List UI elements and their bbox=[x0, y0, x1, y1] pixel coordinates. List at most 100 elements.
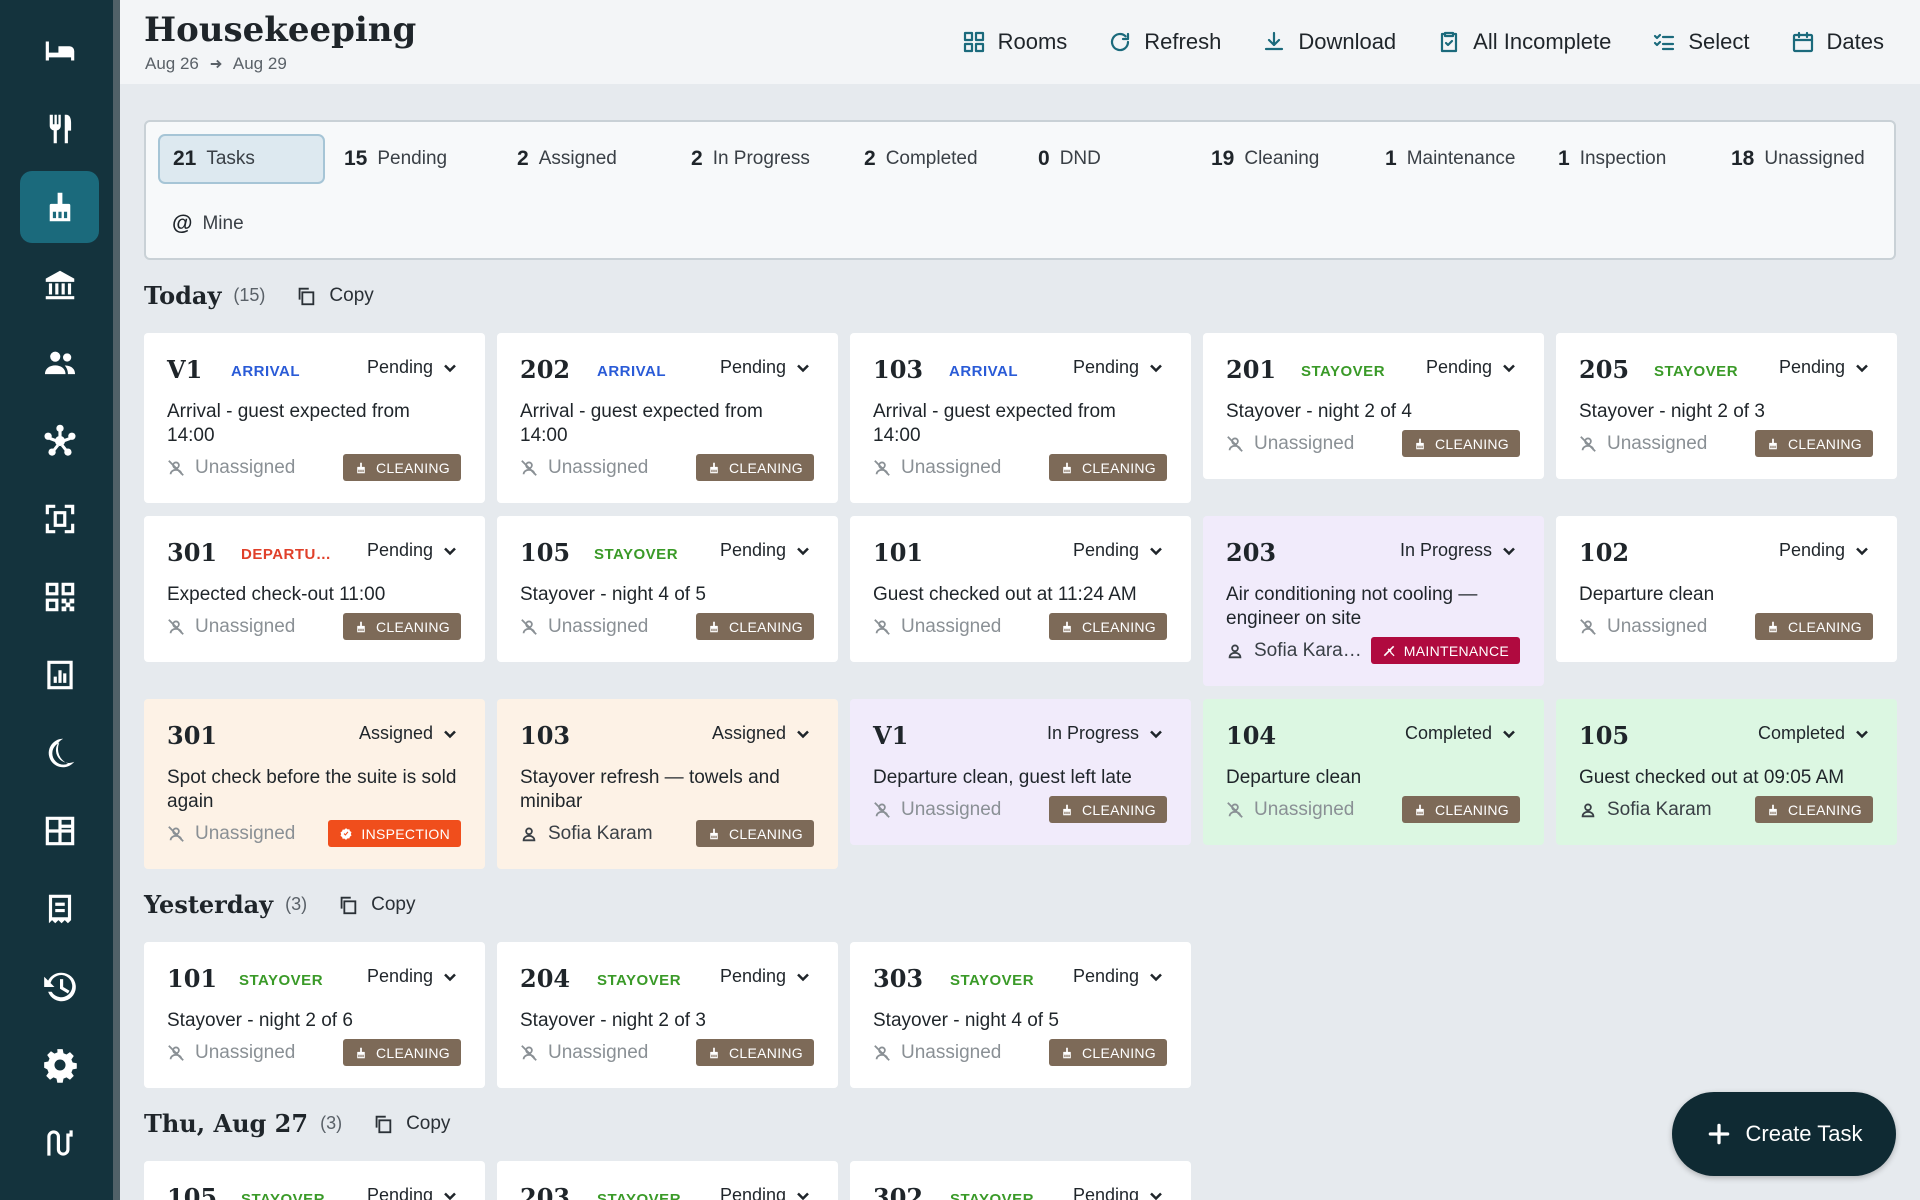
task-card[interactable]: 201 STAYOVER Pending Stayover - night 2 of … bbox=[1203, 333, 1544, 479]
assignee[interactable]: Sofia Karam bbox=[520, 823, 653, 845]
copy-button[interactable]: Copy bbox=[295, 285, 374, 307]
task-card[interactable]: 101 STAYOVER Pending Stayover - night 2 of … bbox=[144, 942, 485, 1088]
nav-people-icon[interactable] bbox=[20, 327, 99, 399]
nav-bed-icon[interactable] bbox=[20, 15, 99, 87]
status-dropdown[interactable]: Pending bbox=[1426, 357, 1516, 378]
status-dropdown[interactable]: Pending bbox=[367, 357, 457, 378]
task-card[interactable]: 103 ARRIVAL Pending Arrival - guest expecte… bbox=[850, 333, 1191, 503]
nav-floor-plan-icon[interactable] bbox=[20, 795, 99, 867]
status-dropdown[interactable]: Pending bbox=[1779, 357, 1869, 378]
assignee[interactable]: Unassigned bbox=[167, 616, 295, 638]
nav-broom-icon[interactable] bbox=[20, 171, 99, 243]
status-dropdown[interactable]: Completed bbox=[1758, 723, 1869, 744]
status-dropdown[interactable]: Pending bbox=[720, 540, 810, 561]
status-dropdown[interactable]: In Progress bbox=[1400, 540, 1516, 561]
nav-qr-code-icon[interactable] bbox=[20, 561, 99, 633]
assignee[interactable]: Unassigned bbox=[873, 616, 1001, 638]
status-dropdown[interactable]: Pending bbox=[720, 357, 810, 378]
nav-receipt-icon[interactable] bbox=[20, 873, 99, 945]
task-card[interactable]: 204 STAYOVER Pending Stayover - night 2 of … bbox=[497, 942, 838, 1088]
nav-moon-icon[interactable] bbox=[20, 717, 99, 789]
filter-pending[interactable]: 15 Pending bbox=[331, 134, 447, 184]
task-card[interactable]: 303 STAYOVER Pending Stayover - night 4 of … bbox=[850, 942, 1191, 1088]
filter-in-progress[interactable]: 2 In Progress bbox=[678, 134, 810, 184]
status-dropdown[interactable]: Pending bbox=[1779, 540, 1869, 561]
assignee[interactable]: Unassigned bbox=[873, 799, 1001, 821]
copy-button[interactable]: Copy bbox=[372, 1113, 450, 1135]
nav-scan-icon[interactable] bbox=[20, 483, 99, 555]
filter-dnd[interactable]: 0 DND bbox=[1025, 134, 1101, 184]
filter-assigned[interactable]: 2 Assigned bbox=[504, 134, 617, 184]
assignee[interactable]: Unassigned bbox=[1226, 799, 1354, 821]
status-dropdown[interactable]: Assigned bbox=[712, 723, 810, 744]
task-card[interactable]: 101 Pending Guest checked out at 11:24 AM U… bbox=[850, 516, 1191, 662]
filter-maintenance[interactable]: 1 Maintenance bbox=[1372, 134, 1515, 184]
status-dropdown[interactable]: Pending bbox=[1073, 1185, 1163, 1200]
task-card[interactable]: 302 STAYOVER Pending bbox=[850, 1161, 1191, 1200]
nav-gear-icon[interactable] bbox=[20, 1029, 99, 1101]
select-button[interactable]: Select bbox=[1652, 22, 1750, 62]
filter-mine[interactable]: @ Mine bbox=[172, 204, 244, 244]
status-dropdown[interactable]: Pending bbox=[367, 966, 457, 987]
task-card[interactable]: 203 STAYOVER Pending bbox=[497, 1161, 838, 1200]
nav-report-icon[interactable] bbox=[20, 639, 99, 711]
status-dropdown[interactable]: Pending bbox=[1073, 966, 1163, 987]
summary-filters: 21 Tasks 15 Pending 2 Assigned 2 In Progress… bbox=[144, 120, 1896, 260]
rooms-button[interactable]: Rooms bbox=[962, 22, 1067, 62]
assignee-name: Unassigned bbox=[1607, 616, 1708, 637]
status-label: Pending bbox=[1072, 966, 1139, 986]
all-incomplete-button[interactable]: All Incomplete bbox=[1437, 22, 1611, 62]
nav-history-icon[interactable] bbox=[20, 951, 99, 1023]
status-dropdown[interactable]: Pending bbox=[367, 1185, 457, 1200]
assignee[interactable]: Unassigned bbox=[873, 457, 1001, 479]
nav-fork-knife-icon[interactable] bbox=[20, 93, 99, 165]
assignee[interactable]: Unassigned bbox=[167, 1042, 295, 1064]
assignee[interactable]: Unassigned bbox=[1579, 616, 1707, 638]
task-card[interactable]: 104 Completed Departure clean Unassigned CLE… bbox=[1203, 699, 1544, 845]
download-button[interactable]: Download bbox=[1262, 22, 1396, 62]
task-card[interactable]: V1 In Progress Departure clean, guest left… bbox=[850, 699, 1191, 845]
assignee[interactable]: Unassigned bbox=[520, 457, 648, 479]
task-card[interactable]: 105 STAYOVER Pending bbox=[144, 1161, 485, 1200]
task-card[interactable]: 205 STAYOVER Pending Stayover - night 2 of … bbox=[1556, 333, 1897, 479]
create-task-button[interactable]: Create Task bbox=[1672, 1092, 1896, 1176]
status-dropdown[interactable]: Pending bbox=[720, 966, 810, 987]
assignee[interactable]: Unassigned bbox=[167, 457, 295, 479]
task-card[interactable]: V1 ARRIVAL Pending Arrival - guest expected… bbox=[144, 333, 485, 503]
task-card[interactable]: 301 DEPARTU… Pending Expected check-out 11:… bbox=[144, 516, 485, 662]
nav-logo-icon[interactable] bbox=[20, 1107, 99, 1179]
refresh-button[interactable]: Refresh bbox=[1108, 22, 1221, 62]
task-card[interactable]: 301 Assigned Spot check before the suite i… bbox=[144, 699, 485, 869]
dates-button[interactable]: Dates bbox=[1791, 22, 1884, 62]
task-card[interactable]: 105 STAYOVER Pending Stayover - night 4 of … bbox=[497, 516, 838, 662]
assignee[interactable]: Unassigned bbox=[873, 1042, 1001, 1064]
assignee[interactable]: Unassigned bbox=[1579, 433, 1707, 455]
task-card[interactable]: 203 In Progress Air conditioning not cooli… bbox=[1203, 516, 1544, 686]
status-dropdown[interactable]: Assigned bbox=[359, 723, 457, 744]
filter-tasks[interactable]: 21 Tasks bbox=[158, 134, 325, 184]
assignee[interactable]: Sofia Karam bbox=[1579, 799, 1712, 821]
filter-completed[interactable]: 2 Completed bbox=[851, 134, 978, 184]
assignee[interactable]: Unassigned bbox=[1226, 433, 1354, 455]
task-card[interactable]: 105 Completed Guest checked out at 09:05 A… bbox=[1556, 699, 1897, 845]
filter-inspection[interactable]: 1 Inspection bbox=[1545, 134, 1666, 184]
assignee[interactable]: Unassigned bbox=[167, 823, 295, 845]
status-dropdown[interactable]: Pending bbox=[367, 540, 457, 561]
status-dropdown[interactable]: Pending bbox=[1073, 357, 1163, 378]
nav-building-icon[interactable] bbox=[20, 249, 99, 321]
nav-network-icon[interactable] bbox=[20, 405, 99, 477]
copy-button[interactable]: Copy bbox=[337, 894, 415, 916]
status-dropdown[interactable]: Pending bbox=[720, 1185, 810, 1200]
assignee[interactable]: Sofia Kara… bbox=[1226, 640, 1362, 662]
task-type-tag: CLEANING bbox=[1755, 430, 1873, 457]
assignee[interactable]: Unassigned bbox=[520, 616, 648, 638]
status-dropdown[interactable]: Pending bbox=[1073, 540, 1163, 561]
status-dropdown[interactable]: Completed bbox=[1405, 723, 1516, 744]
task-card[interactable]: 202 ARRIVAL Pending Arrival - guest expecte… bbox=[497, 333, 838, 503]
assignee[interactable]: Unassigned bbox=[520, 1042, 648, 1064]
status-dropdown[interactable]: In Progress bbox=[1047, 723, 1163, 744]
filter-cleaning[interactable]: 19 Cleaning bbox=[1198, 134, 1319, 184]
filter-unassigned[interactable]: 18 Unassigned bbox=[1718, 134, 1865, 184]
task-card[interactable]: 102 Pending Departure clean Unassigned CLEAN… bbox=[1556, 516, 1897, 662]
task-card[interactable]: 103 Assigned Stayover refresh — towels and… bbox=[497, 699, 838, 869]
